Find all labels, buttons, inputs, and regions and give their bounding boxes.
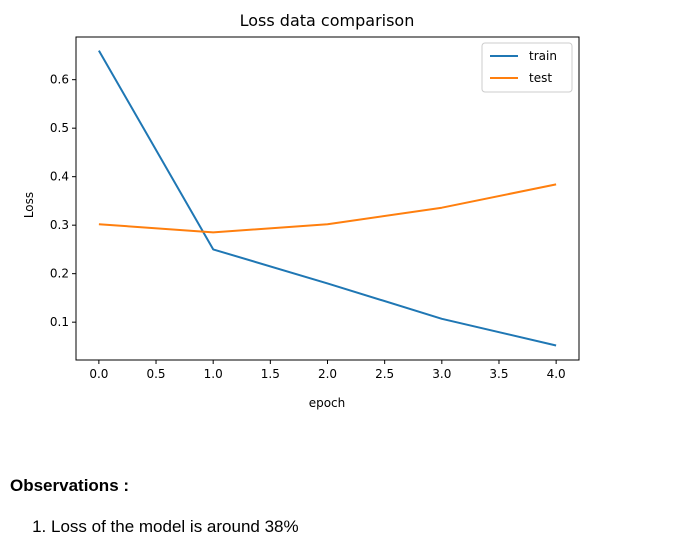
axes: 0.0 0.5 1.0 1.5 2.0 2.5 3.0 3.5 4.0 0.1 0.2 0.3 0.4 0… bbox=[50, 36, 580, 381]
legend: train test bbox=[481, 42, 573, 93]
y-axis-label: Loss bbox=[22, 192, 36, 218]
x-tick-label: 0.5 bbox=[146, 367, 165, 381]
chart-title: Loss data comparison bbox=[240, 11, 415, 30]
x-tick-label: 3.5 bbox=[489, 367, 508, 381]
legend-box bbox=[481, 42, 573, 93]
y-tick-label: 0.2 bbox=[50, 267, 69, 281]
series-line-test bbox=[98, 183, 557, 234]
y-tick-label: 0.5 bbox=[50, 121, 69, 135]
x-tick-label: 2.5 bbox=[375, 367, 394, 381]
x-tick-label: 4.0 bbox=[547, 367, 566, 381]
observations-heading: Observations : bbox=[10, 476, 130, 495]
plot-area bbox=[98, 50, 557, 347]
observations-section: Observations : Loss of the model is arou… bbox=[10, 476, 670, 538]
x-tick-label: 3.0 bbox=[432, 367, 451, 381]
x-tick-label: 1.5 bbox=[261, 367, 280, 381]
legend-label-test: test bbox=[529, 71, 552, 85]
series-line-train bbox=[98, 50, 557, 347]
observations-list: Loss of the model is around 38% bbox=[10, 516, 670, 538]
x-tick-label: 2.0 bbox=[318, 367, 337, 381]
y-tick-label: 0.3 bbox=[50, 218, 69, 232]
legend-label-train: train bbox=[529, 49, 557, 63]
x-axis-label: epoch bbox=[309, 396, 346, 410]
y-tick-label: 0.6 bbox=[50, 73, 69, 87]
y-tick-label: 0.4 bbox=[50, 170, 69, 184]
x-tick-label: 1.0 bbox=[204, 367, 223, 381]
y-tick-label: 0.1 bbox=[50, 315, 69, 329]
observation-item: Loss of the model is around 38% bbox=[51, 516, 670, 538]
x-tick-label: 0.0 bbox=[89, 367, 108, 381]
loss-chart: Loss data comparison 0.0 0.5 1.0 1.5 2.0 2.5 3… bbox=[22, 11, 580, 410]
